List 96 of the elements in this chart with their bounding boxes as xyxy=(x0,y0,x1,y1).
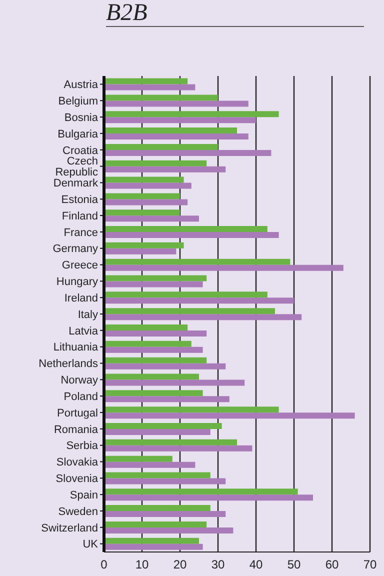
bar xyxy=(104,396,230,402)
y-tick-label: Sweden xyxy=(58,506,98,518)
y-tick-label: Denmark xyxy=(53,178,98,190)
bar xyxy=(104,406,279,413)
bar xyxy=(104,363,226,370)
bar xyxy=(104,488,298,495)
bar xyxy=(104,128,237,134)
bar xyxy=(104,232,279,238)
x-tick-label: 30 xyxy=(211,558,225,572)
bar xyxy=(104,144,218,150)
y-tick-label: Bosnia xyxy=(64,112,99,124)
y-tick-label: Austria xyxy=(64,79,99,92)
bar xyxy=(104,330,207,337)
bar xyxy=(104,445,252,452)
bar xyxy=(104,374,199,380)
bar xyxy=(104,314,302,320)
bar xyxy=(104,150,272,156)
bar xyxy=(104,84,196,90)
y-tick-label: Finland xyxy=(62,210,98,222)
bar xyxy=(104,538,199,544)
x-tick-label: 10 xyxy=(135,558,149,572)
bar xyxy=(104,456,172,462)
bar xyxy=(104,182,192,189)
bar xyxy=(104,78,188,84)
bar xyxy=(104,422,222,429)
bar xyxy=(104,357,207,364)
bar xyxy=(104,216,199,222)
bar xyxy=(104,210,180,216)
bar xyxy=(104,226,268,232)
y-tick-label: Greece xyxy=(62,260,98,272)
bar xyxy=(104,380,245,386)
bar xyxy=(104,390,203,396)
bar xyxy=(104,117,256,124)
bar xyxy=(104,264,344,271)
x-tick-label: 0 xyxy=(100,558,108,572)
y-tick-label: Bulgaria xyxy=(58,128,99,140)
bar xyxy=(104,340,192,347)
bar xyxy=(104,193,180,200)
y-tick-label: Netherlands xyxy=(38,358,98,370)
bar xyxy=(104,544,203,550)
bar xyxy=(104,248,176,254)
bar xyxy=(104,258,290,265)
bar xyxy=(104,281,203,288)
bar xyxy=(104,242,184,248)
x-tick-label: 20 xyxy=(173,558,187,572)
y-tick-label: Belgium xyxy=(58,96,98,108)
bar xyxy=(104,160,207,166)
bar xyxy=(104,412,355,419)
bar xyxy=(104,111,279,118)
y-tick-label: Norway xyxy=(60,374,98,387)
y-tick-label: Hungary xyxy=(56,276,98,288)
x-tick-label: 70 xyxy=(363,558,377,572)
y-tick-label: Slovenia xyxy=(56,473,99,486)
bar xyxy=(104,199,188,206)
bar xyxy=(104,505,210,512)
bar xyxy=(104,428,210,435)
bar xyxy=(104,134,248,140)
bar xyxy=(104,324,188,331)
y-tick-label: Lithuania xyxy=(53,342,99,354)
y-tick-label: Germany xyxy=(52,243,98,256)
y-tick-label: Portugal xyxy=(57,407,98,420)
y-tick-label: Croatia xyxy=(62,144,99,157)
y-tick-label: Poland xyxy=(64,390,98,403)
bar xyxy=(104,521,207,528)
bar xyxy=(104,346,203,353)
x-tick-label: 60 xyxy=(325,558,339,572)
bar xyxy=(104,298,294,304)
y-tick-label: Czech Republic xyxy=(55,156,98,179)
y-tick-label: Switzerland xyxy=(41,522,98,534)
chart-title: B2B xyxy=(106,0,364,27)
bar xyxy=(104,527,234,534)
bar xyxy=(104,494,313,501)
bar xyxy=(104,176,184,183)
bar xyxy=(104,166,226,172)
y-tick-label: Italy xyxy=(78,308,98,321)
y-tick-label: Slovakia xyxy=(56,456,99,469)
y-tick-label: Serbia xyxy=(66,440,99,452)
bar xyxy=(104,100,248,107)
bar xyxy=(104,478,226,484)
y-tick-label: Romania xyxy=(54,424,99,436)
bar xyxy=(104,439,237,446)
bar xyxy=(104,292,268,298)
y-tick-label: Latvia xyxy=(68,325,99,338)
bar xyxy=(104,462,196,468)
y-tick-label: UK xyxy=(82,538,99,551)
y-tick-label: France xyxy=(64,226,98,239)
x-tick-label: 40 xyxy=(249,558,263,572)
x-tick-label: 50 xyxy=(287,558,301,572)
y-tick-label: Ireland xyxy=(64,292,98,304)
y-tick-label: Spain xyxy=(70,489,98,502)
bar xyxy=(104,94,218,101)
bar xyxy=(104,275,207,282)
bar xyxy=(104,308,275,314)
y-tick-label: Estonia xyxy=(61,194,99,206)
bar xyxy=(104,511,226,518)
bar xyxy=(104,472,210,478)
